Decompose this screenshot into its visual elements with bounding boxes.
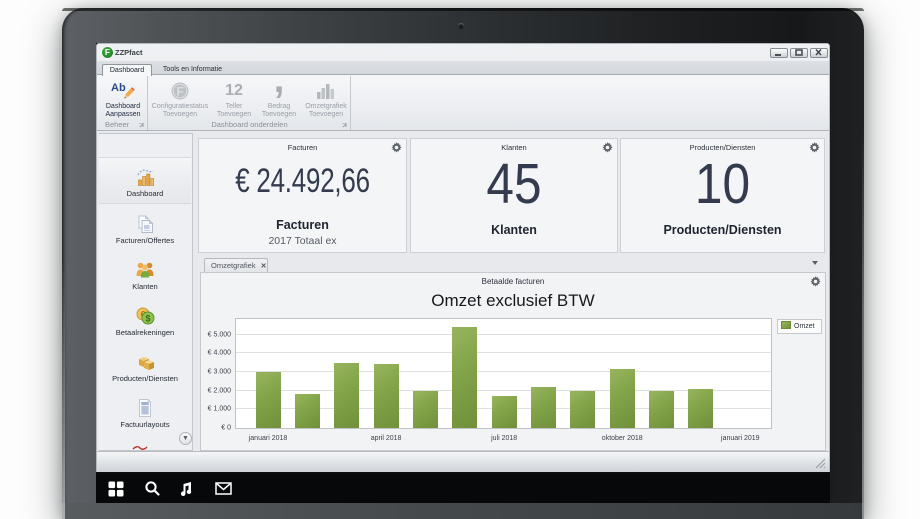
svg-text:$: $ bbox=[146, 314, 151, 324]
svg-text:Ab: Ab bbox=[111, 82, 126, 94]
svg-text:F: F bbox=[177, 85, 184, 99]
